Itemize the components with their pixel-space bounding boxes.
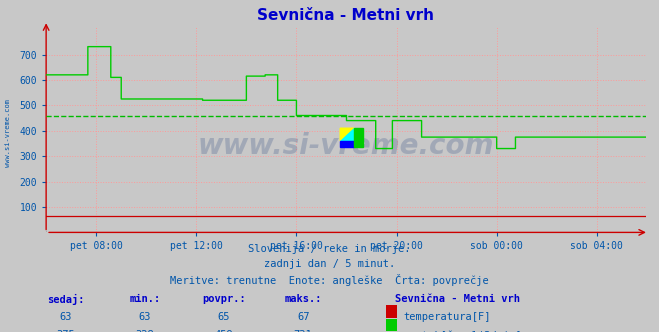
Text: povpr.:: povpr.: <box>202 294 246 304</box>
Text: 375: 375 <box>57 330 75 332</box>
Text: min.:: min.: <box>129 294 161 304</box>
Text: Slovenija / reke in morje.: Slovenija / reke in morje. <box>248 244 411 254</box>
Text: sedaj:: sedaj: <box>47 294 84 305</box>
Text: www.si-vreme.com: www.si-vreme.com <box>198 132 494 160</box>
Text: 63: 63 <box>60 312 72 322</box>
Text: Sevnična - Metni vrh: Sevnična - Metni vrh <box>395 294 521 304</box>
Text: maks.:: maks.: <box>285 294 322 304</box>
Text: 63: 63 <box>139 312 151 322</box>
Polygon shape <box>340 128 354 140</box>
Text: zadnji dan / 5 minut.: zadnji dan / 5 minut. <box>264 259 395 269</box>
Polygon shape <box>340 140 354 147</box>
Text: Meritve: trenutne  Enote: angleške  Črta: povprečje: Meritve: trenutne Enote: angleške Črta: … <box>170 274 489 286</box>
Text: temperatura[F]: temperatura[F] <box>403 312 491 322</box>
Text: 65: 65 <box>218 312 230 322</box>
Text: www.si-vreme.com: www.si-vreme.com <box>5 99 11 167</box>
Text: pretok[čevelj3/min]: pretok[čevelj3/min] <box>403 330 522 332</box>
Text: 731: 731 <box>294 330 312 332</box>
Text: 67: 67 <box>297 312 309 322</box>
Polygon shape <box>340 128 354 140</box>
Text: 328: 328 <box>136 330 154 332</box>
Bar <box>354 128 363 147</box>
Title: Sevnična - Metni vrh: Sevnična - Metni vrh <box>258 8 434 23</box>
Text: 459: 459 <box>215 330 233 332</box>
